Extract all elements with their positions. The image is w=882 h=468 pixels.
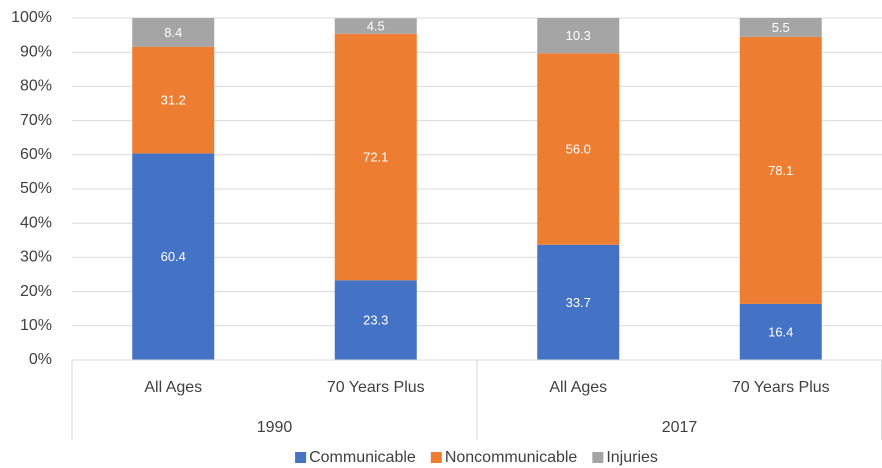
- y-tick-label: 20%: [20, 283, 52, 300]
- bar-segment: [334, 18, 417, 34]
- x-tick-label: 70 Years Plus: [732, 379, 830, 396]
- y-tick-label: 100%: [11, 9, 52, 26]
- bar-segment: [334, 280, 417, 360]
- data-label: 33.7: [566, 295, 591, 310]
- data-label: 8.4: [164, 25, 182, 40]
- y-tick-label: 0%: [29, 351, 52, 368]
- legend-swatch: [430, 452, 442, 463]
- y-tick-label: 90%: [20, 43, 52, 60]
- bar-segment: [334, 33, 417, 281]
- bar-segment: [132, 18, 215, 47]
- y-tick-label: 80%: [20, 78, 52, 95]
- y-tick-label: 30%: [20, 249, 52, 266]
- bar-segment: [537, 244, 620, 360]
- bar-segment: [739, 36, 822, 304]
- data-label: 60.4: [161, 249, 186, 264]
- data-label: 4.5: [367, 18, 385, 33]
- group-label: 1990: [257, 419, 293, 436]
- data-label: 72.1: [363, 149, 388, 164]
- legend-label: Noncommunicable: [445, 449, 578, 466]
- y-tick-label: 50%: [20, 180, 52, 197]
- data-label: 16.4: [768, 324, 793, 339]
- bar-segment: [132, 46, 215, 154]
- data-label: 10.3: [566, 28, 591, 43]
- bar-segment: [739, 18, 822, 37]
- x-tick-label: All Ages: [144, 379, 202, 396]
- legend-label: Injuries: [606, 449, 658, 466]
- data-label: 31.2: [161, 93, 186, 108]
- bar-segment: [739, 303, 822, 360]
- legend-swatch: [592, 452, 604, 463]
- x-tick-label: 70 Years Plus: [327, 379, 425, 396]
- bar-segment: [537, 53, 620, 245]
- x-tick-label: All Ages: [549, 379, 607, 396]
- legend-label: Communicable: [309, 449, 416, 466]
- y-tick-label: 40%: [20, 214, 52, 231]
- legend-swatch: [295, 452, 307, 463]
- data-label: 5.5: [772, 20, 790, 35]
- data-label: 56.0: [566, 141, 591, 156]
- data-label: 78.1: [768, 163, 793, 178]
- y-tick-label: 60%: [20, 146, 52, 163]
- y-tick-label: 70%: [20, 112, 52, 129]
- group-label: 2017: [662, 419, 698, 436]
- y-tick-label: 10%: [20, 317, 52, 334]
- bar-segment: [132, 153, 215, 360]
- bar-segment: [537, 18, 620, 54]
- data-label: 23.3: [363, 313, 388, 328]
